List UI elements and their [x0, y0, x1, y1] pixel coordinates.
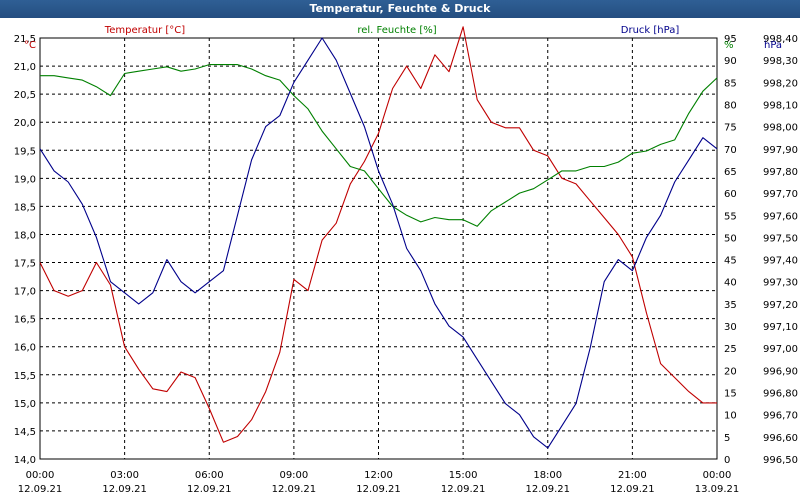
temperature-tick-label: 21,0	[14, 62, 36, 73]
time-tick-label: 21:00	[618, 470, 647, 481]
plot-frame	[39, 37, 718, 460]
pressure-tick-label: 997,50	[763, 233, 798, 244]
temperature-tick-label: 15,5	[14, 371, 36, 382]
time-tick-label: 06:00	[195, 470, 224, 481]
humidity-tick-label: 10	[724, 411, 737, 422]
pressure-tick-label: 996,50	[763, 455, 798, 466]
series-label-left: Temperatur [°C]	[104, 25, 185, 36]
pressure-tick-label: 997,70	[763, 189, 798, 200]
time-tick-label: 15:00	[449, 470, 478, 481]
temperature-tick-label: 18,5	[14, 202, 36, 213]
pressure-tick-label: 997,00	[763, 344, 798, 355]
date-tick-label: 12.09.21	[18, 484, 63, 495]
time-tick-label: 00:00	[703, 470, 732, 481]
temperature-tick-label: 15,0	[14, 399, 36, 410]
date-tick-label: 12.09.21	[610, 484, 655, 495]
temperature-tick-label: 14,0	[14, 455, 36, 466]
temperature-tick-label: 19,0	[14, 174, 36, 185]
humidity-tick-label: 90	[724, 56, 737, 67]
chart-title: Temperatur, Feuchte & Druck	[0, 0, 800, 18]
humidity-tick-label: 50	[724, 233, 737, 244]
humidity-tick-label: 15	[724, 389, 737, 400]
time-tick-label: 18:00	[533, 470, 562, 481]
humidity-tick-label: 0	[724, 455, 730, 466]
humidity-tick-label: 5	[724, 433, 730, 444]
series-label-right1: rel. Feuchte [%]	[357, 25, 436, 36]
date-tick-label: 12.09.21	[102, 484, 147, 495]
humidity-tick-label: 25	[724, 344, 737, 355]
pressure-tick-label: 997,90	[763, 145, 798, 156]
date-tick-label: 13.09.21	[695, 484, 740, 495]
time-tick-label: 09:00	[279, 470, 308, 481]
temperature-tick-label: 21,5	[14, 34, 36, 45]
humidity-tick-label: 70	[724, 145, 737, 156]
time-tick-label: 03:00	[110, 470, 139, 481]
humidity-tick-label: 45	[724, 256, 737, 267]
pressure-tick-label: 998,40	[763, 34, 798, 45]
pressure-tick-label: 997,10	[763, 322, 798, 333]
pressure-tick-label: 997,60	[763, 211, 798, 222]
temperature-tick-label: 20,0	[14, 118, 36, 129]
time-tick-label: 00:00	[26, 470, 55, 481]
series-line-right2	[39, 37, 718, 449]
humidity-tick-label: 30	[724, 322, 737, 333]
time-axis: 00:00 12.09.21 03:00 12.09.21 06:00 12.09.21 0…	[18, 470, 740, 495]
date-tick-label: 12.09.21	[356, 484, 401, 495]
series-labels: Temperatur [°C] rel. Feuchte [%] Druck [hP…	[104, 25, 680, 36]
date-tick-label: 12.09.21	[441, 484, 486, 495]
series-line-right1	[40, 64, 718, 227]
pressure-tick-label: 996,60	[763, 433, 798, 444]
temperature-tick-label: 20,5	[14, 90, 36, 101]
time-tick-label: 12:00	[364, 470, 393, 481]
grid	[40, 37, 717, 459]
humidity-tick-label: 85	[724, 78, 737, 89]
temperature-tick-label: 14,5	[14, 427, 36, 438]
pressure-tick-label: 997,20	[763, 300, 798, 311]
pressure-tick-label: 998,30	[763, 56, 798, 67]
pressure-tick-label: 998,20	[763, 78, 798, 89]
date-tick-label: 12.09.21	[272, 484, 317, 495]
pressure-tick-label: 998,10	[763, 100, 798, 111]
temperature-tick-label: 19,5	[14, 146, 36, 157]
series-lines	[39, 26, 718, 449]
pressure-tick-label: 996,90	[763, 366, 798, 377]
humidity-tick-label: 80	[724, 100, 737, 111]
humidity-tick-label: 55	[724, 211, 737, 222]
humidity-tick-label: 95	[724, 34, 737, 45]
humidity-tick-label: 35	[724, 300, 737, 311]
series-label-right2: Druck [hPa]	[621, 25, 680, 36]
series-line-left	[39, 26, 717, 443]
humidity-tick-label: 20	[724, 366, 737, 377]
pressure-tick-label: 997,80	[763, 167, 798, 178]
humidity-axis: 0 5 10 15 20 25 30 35 40 45 50 55 60 65 70 75 80 85 90 95%	[724, 34, 737, 466]
pressure-tick-label: 997,30	[763, 278, 798, 289]
humidity-tick-label: 75	[724, 123, 737, 134]
temperature-axis: 14,0 14,5 15,0 15,5 16,0 16,5 17,0 17,5 18,0 18,5…	[14, 34, 36, 466]
humidity-tick-label: 60	[724, 189, 737, 200]
temperature-unit: °C	[24, 40, 36, 51]
temperature-tick-label: 17,0	[14, 287, 36, 298]
date-tick-label: 12.09.21	[187, 484, 232, 495]
humidity-unit: %	[724, 40, 734, 51]
pressure-axis: 996,50 996,60 996,70 996,80 996,90 997,00 997,…	[763, 34, 798, 466]
pressure-tick-label: 998,00	[763, 123, 798, 134]
temperature-tick-label: 16,5	[14, 315, 36, 326]
humidity-tick-label: 40	[724, 278, 737, 289]
temperature-tick-label: 18,0	[14, 230, 36, 241]
pressure-unit: hPa	[764, 40, 782, 51]
pressure-tick-label: 997,40	[763, 256, 798, 267]
date-tick-label: 12.09.21	[525, 484, 570, 495]
pressure-tick-label: 996,80	[763, 389, 798, 400]
humidity-tick-label: 65	[724, 167, 737, 178]
pressure-tick-label: 996,70	[763, 411, 798, 422]
temperature-tick-label: 16,0	[14, 343, 36, 354]
temperature-tick-label: 17,5	[14, 259, 36, 270]
